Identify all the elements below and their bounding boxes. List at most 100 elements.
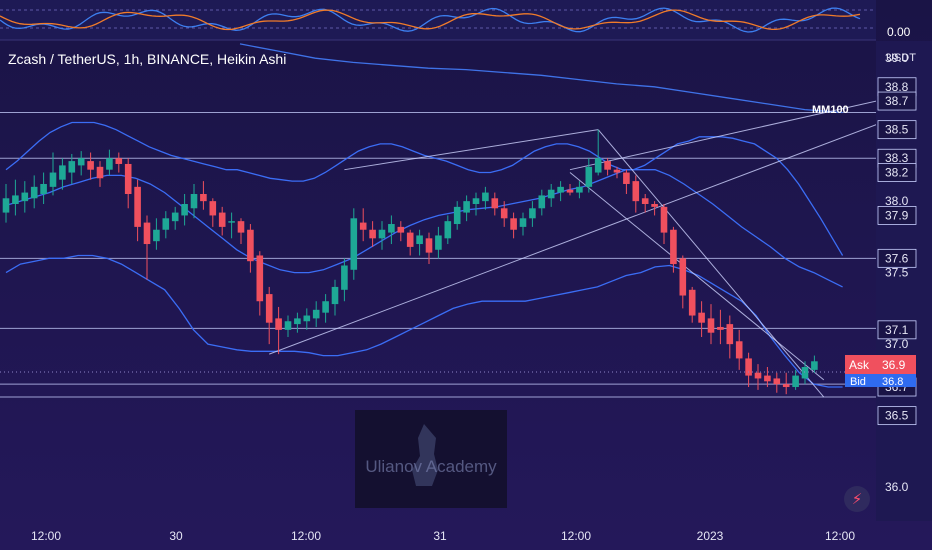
candle-body [294,318,301,325]
ask-badge [845,355,876,374]
trend-lines[interactable] [269,93,909,398]
trend-line [569,172,825,381]
candle-body [2,198,10,213]
price-axis-currency: USDT [886,52,916,64]
candle-body [463,201,470,213]
time-tick-label: 12:00 [561,529,591,543]
candle-body [106,158,113,170]
price-tick-label: 38.0 [885,194,909,208]
candle-body [782,384,790,388]
candle-body [519,218,527,227]
price-axis[interactable]: USDT 39.0 38.838.7 38.5 38.338.2 38.037.9 37.… [876,41,932,521]
candle-body [30,186,38,199]
candle-body [209,201,217,216]
candle-body [717,326,724,330]
bollinger-upper-band [5,121,844,256]
candle-body [77,158,85,166]
bid-price: 36.8 [882,376,903,388]
candle-body [670,229,677,265]
trend-line [597,129,825,398]
candle-body [284,321,292,330]
symbol-title[interactable]: Zcash / TetherUS, 1h, BINANCE, Heikin As… [8,51,286,67]
candle-body [49,172,57,187]
candle-body [247,229,254,262]
candle-body [632,181,640,202]
price-level-tag [877,406,917,426]
candle-body [801,367,809,379]
candle-body [275,318,282,330]
oscillator-k-line [0,7,861,33]
candle-body [453,206,461,225]
price-level-tag [877,91,917,111]
candle-body [425,238,433,253]
candle-body [218,212,226,227]
candle-body [68,161,76,173]
candle-body [181,204,188,216]
time-axis[interactable]: 12:00 30 12:00 31 12:00 2023 12:00 [31,529,855,543]
candle-body [651,204,658,207]
candle-body [707,318,715,333]
time-tick-label: 2023 [697,529,724,543]
candle-body [811,361,818,370]
ask-price: 36.9 [882,358,906,372]
candle-body [115,158,123,164]
candle-body [406,232,414,247]
bid-price-badge [876,374,916,387]
candle-body [359,222,367,230]
price-tick-label: 37.9 [885,208,909,222]
candle-body [764,375,771,382]
price-level-tag [877,320,917,340]
price-tick-label: 38.2 [885,166,909,180]
candle-body [21,192,29,202]
time-tick-label: 12:00 [31,529,61,543]
oscillator-background [0,0,876,40]
candle-body [735,341,743,359]
candle-body [59,165,66,180]
candle-body [171,212,179,222]
trend-line [569,93,909,171]
price-tick-label: 37.6 [885,251,909,265]
candle-body [190,193,198,209]
candle-body [256,255,264,302]
lightning-icon[interactable]: ⚡ [844,486,870,512]
price-tick-label: 36.5 [885,409,909,423]
time-tick-label: 31 [433,529,447,543]
candle-body [322,301,329,313]
price-tick-label: 39.0 [885,51,909,65]
candle-body [303,315,311,322]
candle-body [679,258,687,296]
candle-body [576,186,583,193]
oscillator-pane[interactable]: 0.00 [0,0,911,41]
candle-body [416,235,423,245]
candle-body [482,192,489,202]
candle-body [604,161,611,170]
candle-body [585,166,593,187]
price-tick-label: 38.5 [885,123,909,137]
candle-body [557,186,564,193]
price-tick-label: 37.1 [885,323,909,337]
candlestick-series [2,129,818,395]
bollinger-bands [5,43,844,388]
price-level-tag [877,206,917,225]
candle-body [237,221,245,233]
candle-body [162,218,170,230]
trend-line [269,112,909,355]
candle-body [491,198,499,209]
candle-body [331,286,339,305]
candle-body [12,195,19,205]
candle-body [134,186,141,227]
candle-body [388,224,395,233]
candle-body [369,229,376,239]
candle-body [472,198,480,205]
time-tick-label: 30 [169,529,183,543]
price-tick-label: 37.5 [885,266,909,280]
candle-body [547,189,555,199]
bollinger-middle-band [5,169,843,288]
watermark-text: Ulianov Academy [365,457,497,476]
candle-body [265,294,273,323]
candle-body [124,163,132,194]
candle-body [378,229,386,239]
candle-body [745,358,752,376]
bid-label: Bid [850,376,866,388]
